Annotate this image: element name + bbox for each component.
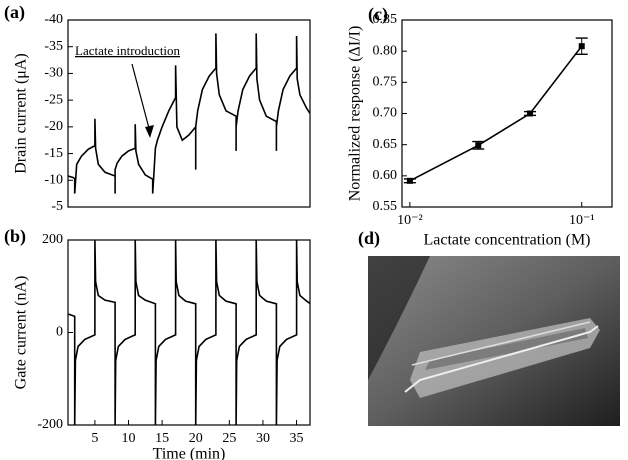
marker [475,142,482,149]
y-tick-label: -40 [44,12,63,27]
panel-label: (d) [358,228,380,249]
y-tick-label: 0.65 [373,137,398,152]
x-tick-label: 10⁻² [397,213,423,228]
x-tick-label: 25 [222,431,236,446]
arrow-head [145,125,154,138]
panel-label: (a) [4,2,25,23]
data-line [409,45,583,182]
y-tick-label: -25 [44,92,63,107]
y-tick-label: -15 [44,146,63,161]
x-axis-label: Lactate concentration (M) [423,232,590,249]
x-tick-label: 30 [256,431,270,446]
y-tick-label: 0.55 [373,199,398,214]
x-tick-label: 20 [189,431,203,446]
y-tick-label: -5 [51,199,63,214]
y-axis-label: Normalized response (ΔI/I) [347,26,364,202]
annotation: Lactate introduction [75,43,181,58]
marker [406,177,413,184]
x-tick-label: 10 [122,431,136,446]
plot-frame [67,239,311,426]
y-tick-label: -10 [44,173,63,188]
y-tick-label: 0.85 [373,12,398,27]
x-tick-label: 15 [155,431,169,446]
y-tick-label: 0.70 [373,106,398,121]
marker [526,110,533,117]
y-tick-label: 0.75 [373,75,398,90]
y-tick-label: 0.80 [373,43,398,58]
panel-label: (c) [368,4,388,25]
y-axis-label: Gate current (nA) [13,276,30,390]
x-tick-label: 35 [290,431,304,446]
annotation-arrow [131,63,151,133]
panel-label: (b) [4,226,26,247]
x-axis-label: Time (min) [153,446,226,460]
y-tick-label: -20 [44,119,63,134]
x-tick-label: 10⁻¹ [569,213,595,228]
photo [368,256,620,426]
y-tick-label: 200 [42,232,63,247]
y-tick-label: -200 [37,417,63,432]
y-axis-label: Drain current (μA) [13,53,30,174]
y-tick-label: 0.60 [373,168,398,183]
y-tick-label: -35 [44,39,63,54]
data-line [68,33,310,194]
marker [578,43,585,50]
data-line [68,240,310,425]
x-tick-label: 5 [91,431,98,446]
y-tick-label: 0 [56,325,63,340]
y-tick-label: -30 [44,66,63,81]
